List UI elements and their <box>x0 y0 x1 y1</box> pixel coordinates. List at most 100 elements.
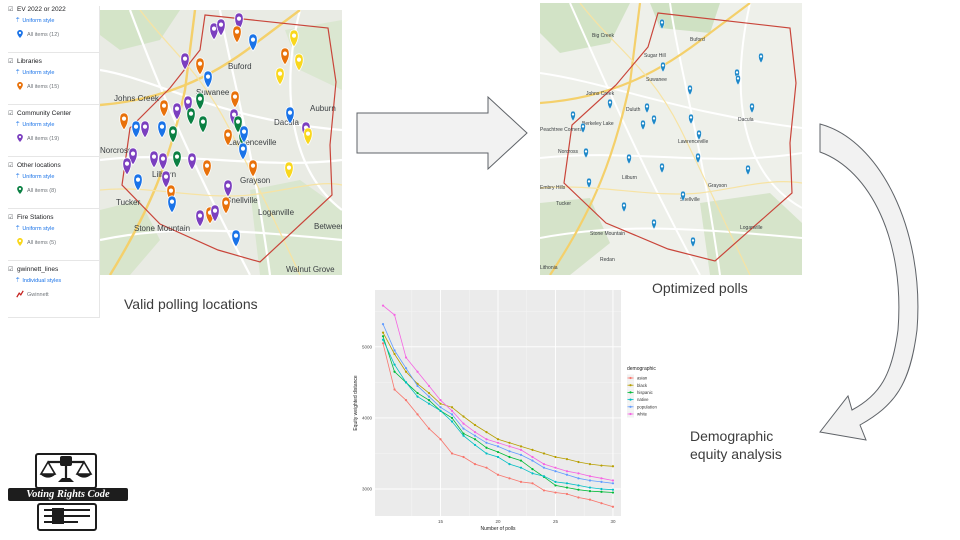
map-marker[interactable] <box>248 33 258 52</box>
data-point-native <box>462 434 465 437</box>
map-marker[interactable] <box>687 84 693 96</box>
checkbox-icon[interactable]: ☑ <box>8 111 14 117</box>
layer-items[interactable]: All items (5) <box>16 238 56 246</box>
map-marker[interactable] <box>580 122 586 134</box>
map-marker[interactable] <box>690 236 696 248</box>
map-marker[interactable] <box>172 150 182 169</box>
map-marker[interactable] <box>680 190 686 202</box>
map-marker[interactable] <box>230 90 240 109</box>
paint-roller-icon: ⍑ <box>16 226 20 232</box>
map-marker[interactable] <box>168 125 178 144</box>
map-marker[interactable] <box>659 18 665 30</box>
map-marker[interactable] <box>758 52 764 64</box>
layer-style-link[interactable]: ⍑ Individual styles <box>16 278 62 284</box>
map-marker[interactable] <box>294 53 304 72</box>
map-marker[interactable] <box>221 196 231 215</box>
layer-items[interactable]: All items (12) <box>16 30 59 38</box>
map-marker[interactable] <box>140 120 150 139</box>
map-marker[interactable] <box>660 61 666 73</box>
map-marker[interactable] <box>570 110 576 122</box>
map-marker[interactable] <box>621 201 627 213</box>
map-marker[interactable] <box>749 102 755 114</box>
place-label: Between <box>314 222 342 231</box>
map-marker[interactable] <box>626 153 632 165</box>
layer-style-link[interactable]: ⍑ Uniform style <box>16 70 55 76</box>
map-marker[interactable] <box>131 120 141 139</box>
map-marker[interactable] <box>659 162 665 174</box>
layer-style-link[interactable]: ⍑ Uniform style <box>16 174 55 180</box>
map-marker[interactable] <box>231 229 241 248</box>
map-canvas <box>100 10 342 275</box>
map-marker[interactable] <box>303 127 313 146</box>
map-marker[interactable] <box>232 25 242 44</box>
checkbox-icon[interactable]: ☑ <box>8 267 14 273</box>
layer-items[interactable]: All items (19) <box>16 134 59 142</box>
valid-locations-map[interactable]: Buford Suwanee Johns Creek Auburn Dacula… <box>100 10 342 275</box>
paint-roller-icon: ⍑ <box>16 278 20 284</box>
map-marker[interactable] <box>167 195 177 214</box>
checkbox-icon[interactable]: ☑ <box>8 163 14 169</box>
layer-items[interactable]: All items (8) <box>16 186 56 194</box>
checkbox-icon[interactable]: ☑ <box>8 59 14 65</box>
map-marker[interactable] <box>198 115 208 134</box>
map-marker[interactable] <box>695 152 701 164</box>
map-marker[interactable] <box>644 102 650 114</box>
map-marker[interactable] <box>651 218 657 230</box>
map-marker[interactable] <box>248 159 258 178</box>
map-marker[interactable] <box>209 22 219 41</box>
data-point-native <box>473 443 477 447</box>
map-marker[interactable] <box>210 204 220 223</box>
map-marker[interactable] <box>216 18 226 37</box>
map-marker[interactable] <box>195 92 205 111</box>
data-point-population <box>427 395 431 398</box>
map-marker[interactable] <box>284 161 294 180</box>
map-marker[interactable] <box>607 98 613 110</box>
map-marker[interactable] <box>158 152 168 171</box>
data-point-black <box>519 445 523 448</box>
map-marker[interactable] <box>238 142 248 161</box>
layer-style-link[interactable]: ⍑ Uniform style <box>16 122 55 128</box>
legend-label: population <box>637 404 657 409</box>
map-marker[interactable] <box>187 152 197 171</box>
map-marker[interactable] <box>203 70 213 89</box>
map-marker[interactable] <box>239 125 249 144</box>
map-marker[interactable] <box>289 29 299 48</box>
map-marker[interactable] <box>696 129 702 141</box>
map-marker[interactable] <box>186 107 196 126</box>
map-marker[interactable] <box>157 120 167 139</box>
layer-items[interactable]: All items (15) <box>16 82 59 90</box>
layer-items[interactable]: Gwinnett <box>16 290 49 298</box>
map-marker[interactable] <box>280 47 290 66</box>
map-marker[interactable] <box>583 147 589 159</box>
pin-icon <box>17 238 23 246</box>
map-marker[interactable] <box>688 113 694 125</box>
checkbox-icon[interactable]: ☑ <box>8 215 14 221</box>
map-marker[interactable] <box>202 159 212 178</box>
checkbox-icon[interactable]: ☑ <box>8 7 14 13</box>
map-marker[interactable] <box>640 119 646 131</box>
map-marker[interactable] <box>180 52 190 71</box>
map-marker[interactable] <box>195 57 205 76</box>
map-marker[interactable] <box>223 179 233 198</box>
place-label: Suwanee <box>646 77 667 83</box>
map-marker[interactable] <box>285 106 295 125</box>
map-marker[interactable] <box>149 150 159 169</box>
map-marker[interactable] <box>172 102 182 121</box>
optimized-polls-map[interactable]: Big Creek Sugar Hill Buford Suwanee John… <box>540 3 802 275</box>
layer-style-link[interactable]: ⍑ Uniform style <box>16 18 55 24</box>
map-marker[interactable] <box>275 67 285 86</box>
place-label: Stone Mountain <box>134 224 191 233</box>
map-marker[interactable] <box>195 209 205 228</box>
map-marker[interactable] <box>119 112 129 131</box>
map-marker[interactable] <box>586 177 592 189</box>
layer-style-link[interactable]: ⍑ Uniform style <box>16 226 55 232</box>
map-marker[interactable] <box>159 99 169 118</box>
map-marker[interactable] <box>161 170 171 189</box>
map-marker[interactable] <box>223 128 233 147</box>
map-marker[interactable] <box>651 114 657 126</box>
data-point-native <box>496 455 500 459</box>
map-marker[interactable] <box>745 164 751 176</box>
map-marker[interactable] <box>122 157 132 176</box>
map-marker[interactable] <box>735 74 741 86</box>
map-marker[interactable] <box>133 173 143 192</box>
